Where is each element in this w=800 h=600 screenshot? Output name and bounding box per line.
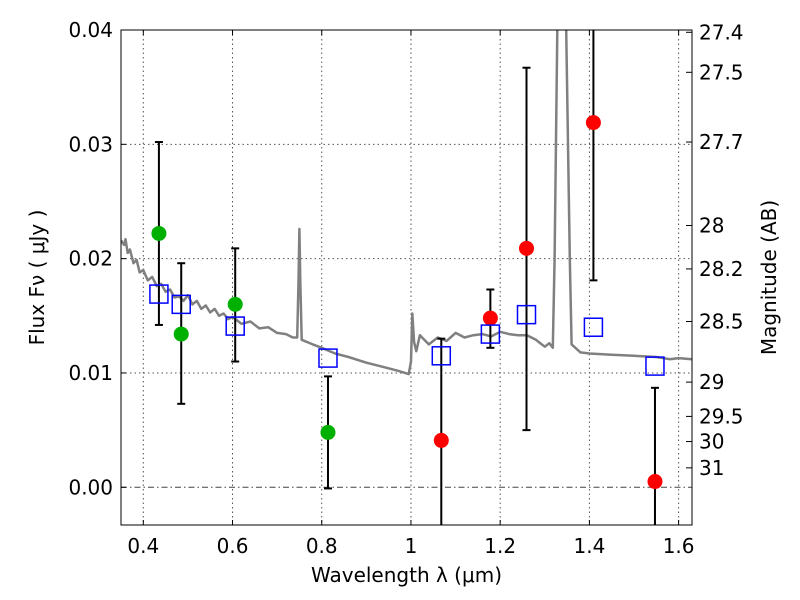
model-square-marker [480,324,501,344]
spectrum-layer [121,30,692,376]
y2-tick-label: 29 [699,370,724,394]
y2-tick-label: 28 [699,213,724,237]
x-tick-label: 1.4 [573,534,605,558]
y2-tick-label: 31 [699,456,724,480]
axis-ticks: 0.4 0.6 0.8 1 1.2 1.4 1.6 0.00 0.01 0.02 0.03 0.04 2… [68,18,743,558]
data-point [585,115,601,131]
model-square-marker [583,317,604,337]
y2-tick-label: 27.5 [699,60,744,84]
y-axis-title: Flux Fν ( μJy ) [25,210,49,346]
data-point [647,474,663,490]
y2-tick-label: 30 [699,430,724,454]
data-point [320,424,336,440]
model-square-marker [318,348,338,368]
data-point [227,296,243,312]
x-axis-title: Wavelength λ (μm) [311,563,502,587]
x-tick-label: 0.8 [306,534,338,558]
data-point [433,432,449,448]
plot-frame [120,29,693,526]
model-square-marker [149,284,169,304]
data-point [151,225,167,241]
y-tick-label: 0.01 [68,361,113,385]
y2-tick-label: 27.4 [699,20,744,44]
x-tick-label: 1 [405,534,418,558]
y2-tick-label: 28.5 [699,310,744,334]
y2-tick-label: 28.2 [699,257,744,281]
y-tick-label: 0.02 [68,247,113,271]
grid [121,29,692,525]
model-square-marker [516,304,537,325]
model-square-marker [431,346,452,366]
y-tick-label: 0.04 [68,18,113,42]
spectrum-line [121,30,692,376]
x-tick-label: 1.2 [484,534,516,558]
model-square-marker [225,316,245,336]
y2-axis-title: Magnitude (AB) [757,200,781,355]
y2-tick-label: 29.5 [699,404,744,428]
data-point [518,240,534,256]
y2-tick-label: 27.7 [699,130,744,154]
x-tick-label: 0.6 [217,534,249,558]
x-tick-label: 0.4 [127,534,159,558]
y-tick-label: 0.03 [68,132,113,156]
y-tick-label: 0.00 [68,475,113,499]
x-tick-label: 1.6 [663,534,695,558]
errorbar-layer [154,30,659,525]
data-point [482,310,498,326]
data-point [173,326,189,342]
model-square-marker [171,294,191,315]
model-square-marker [645,356,665,376]
marker-layer [149,115,665,490]
